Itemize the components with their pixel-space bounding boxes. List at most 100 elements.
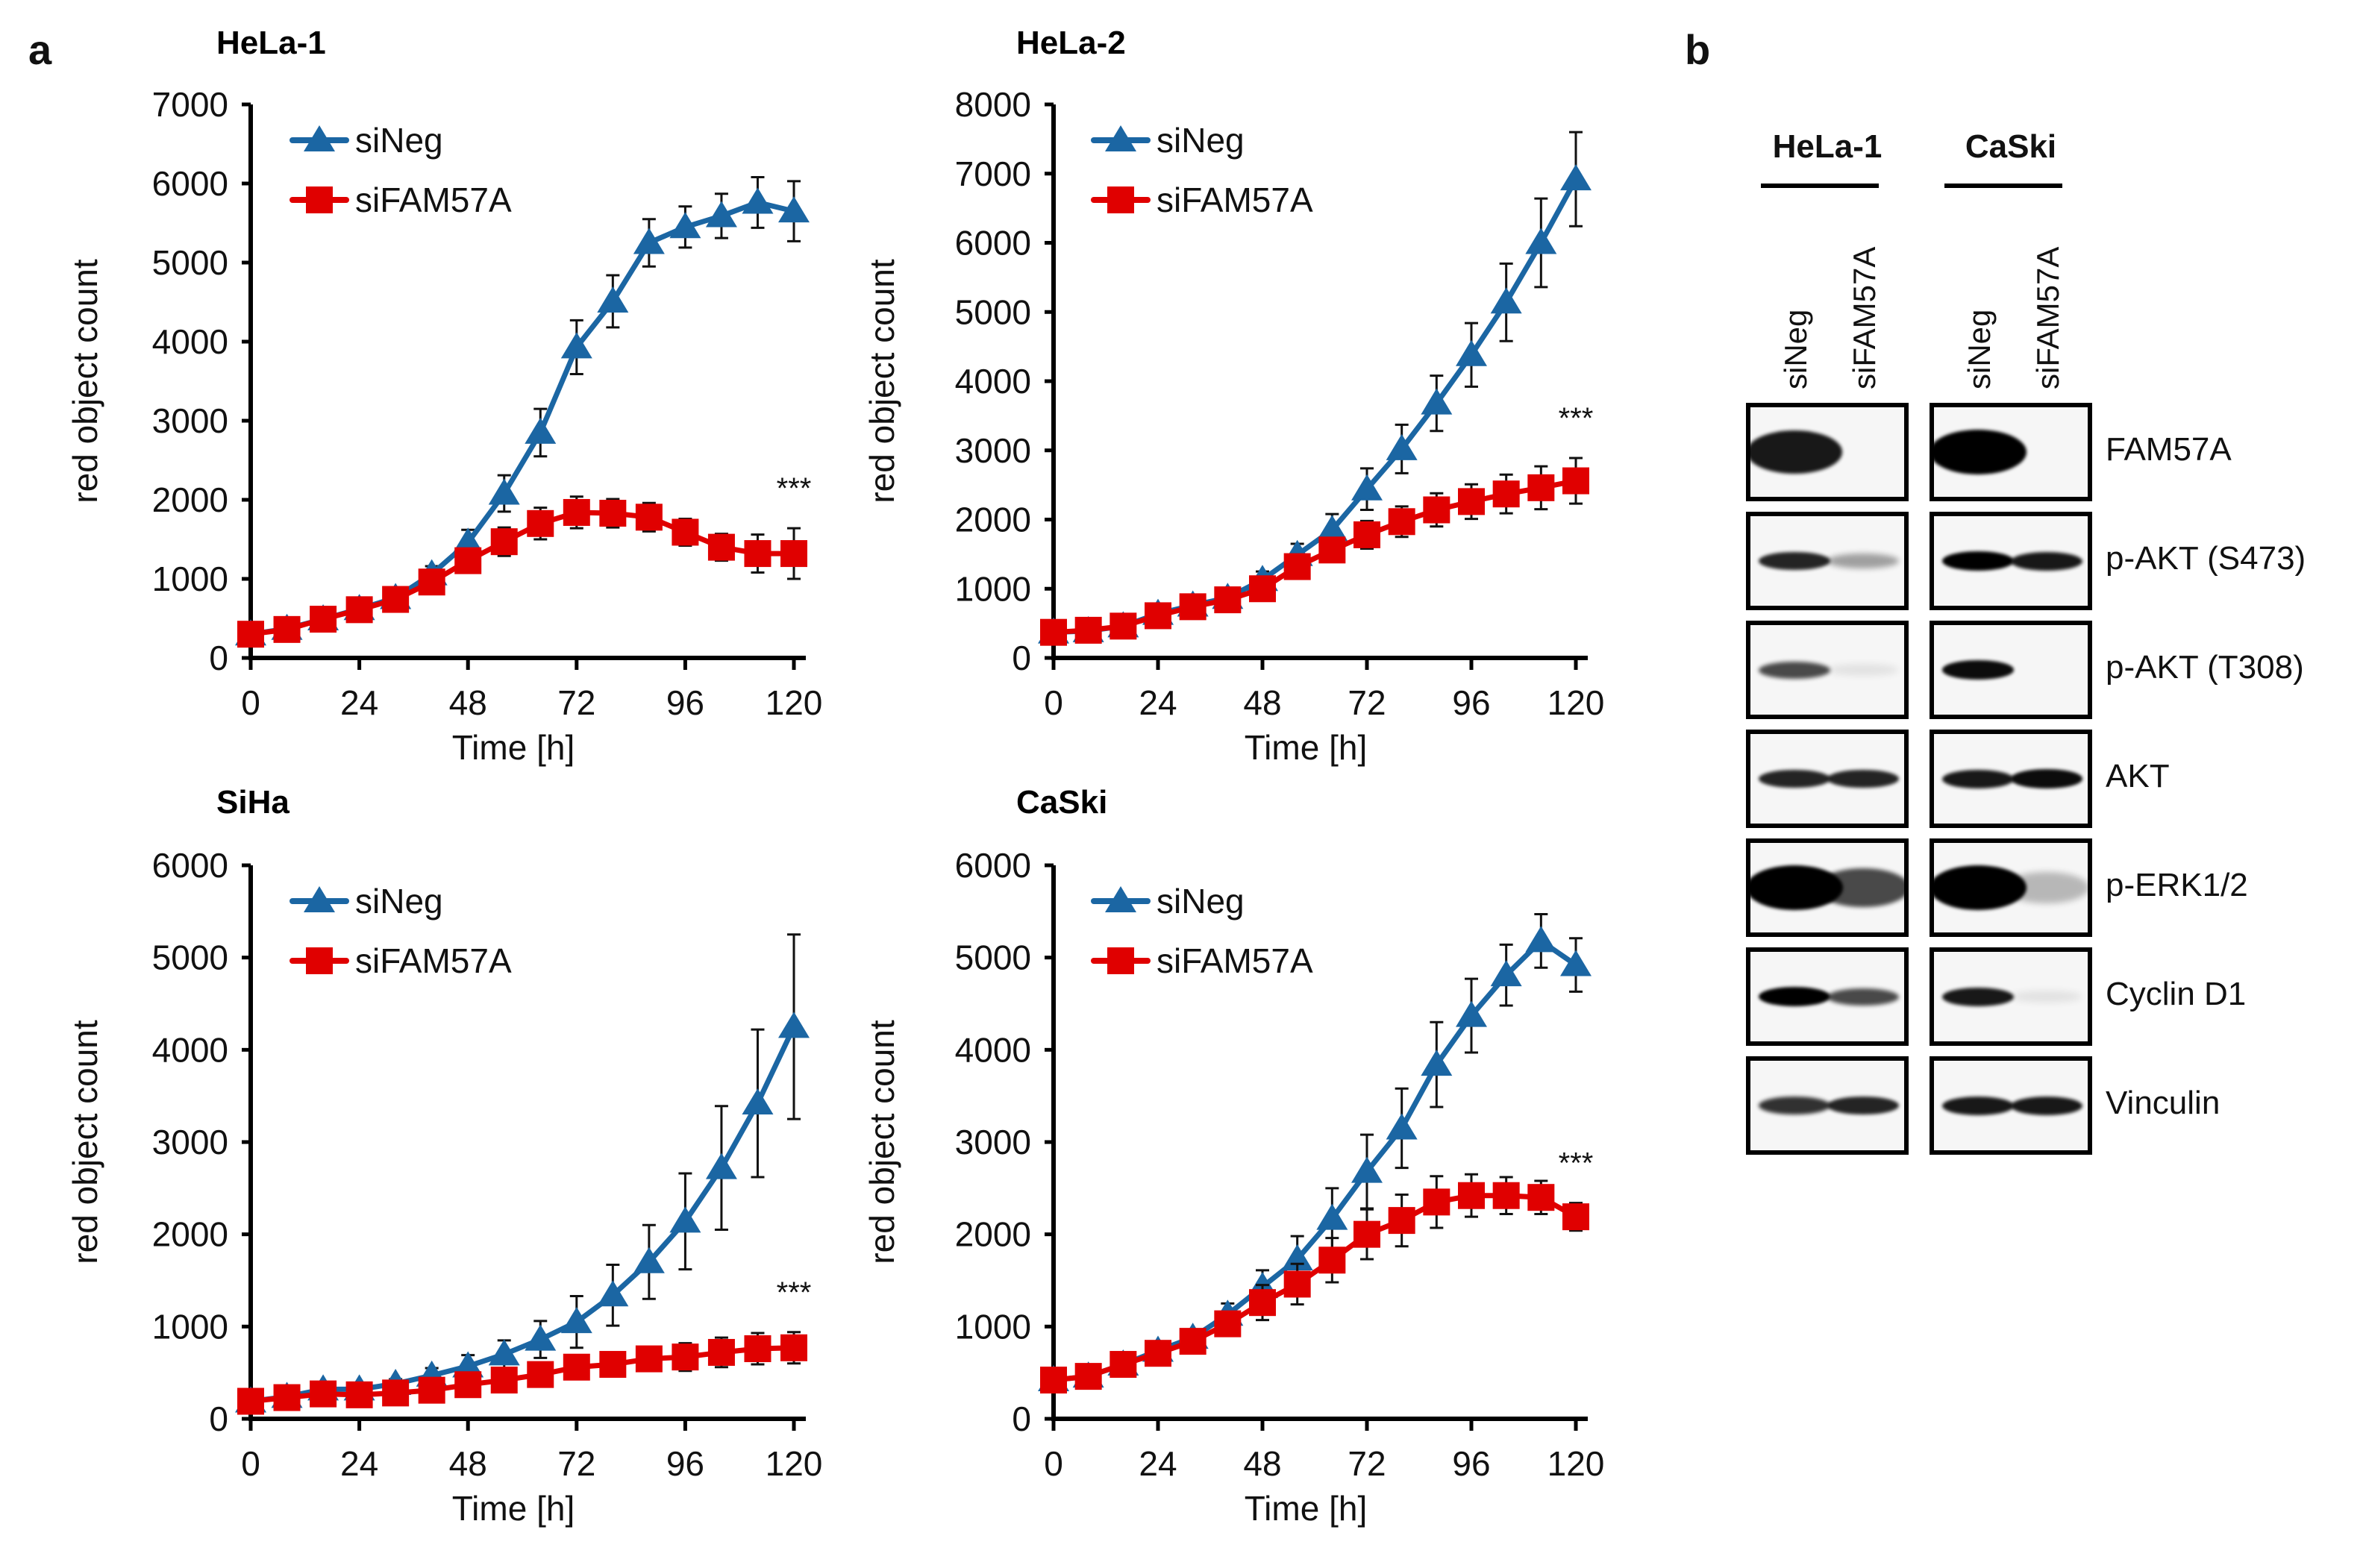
- blot-box: [1746, 403, 1909, 501]
- band: [2010, 990, 2082, 1003]
- band: [2010, 551, 2082, 571]
- y-tick-label: 5000: [152, 938, 228, 977]
- data-point: [1040, 618, 1067, 646]
- data-point: [237, 1387, 264, 1415]
- y-tick-label: 8000: [955, 85, 1031, 124]
- data-point: [1249, 1289, 1276, 1317]
- data-point: [454, 1371, 482, 1399]
- blot-box: [1930, 947, 2092, 1046]
- y-tick-label: 4000: [955, 1030, 1031, 1069]
- x-tick-label: 48: [1243, 1444, 1281, 1483]
- blot-box: [1930, 730, 2092, 828]
- x-axis-label: Time [h]: [452, 728, 575, 767]
- series-siFAM57A: [1040, 1173, 1589, 1394]
- data-point: [1351, 474, 1383, 501]
- data-point: [672, 518, 699, 546]
- y-axis-label: red object count: [66, 259, 104, 504]
- chart-hela-1: HeLa-1 0 1000 2000 3000 4000 5000 6000 7000 0 24 48…: [66, 25, 822, 767]
- series-line: [250, 1025, 797, 1404]
- data-point: [669, 1206, 701, 1233]
- data-point: [669, 212, 701, 239]
- y-tick-label: 4000: [955, 362, 1031, 401]
- data-point: [1490, 960, 1522, 987]
- protein-label: p-AKT (S473): [2106, 540, 2306, 577]
- x-axis-label: Time [h]: [1245, 1489, 1367, 1528]
- protein-label: AKT: [2106, 758, 2170, 794]
- y-axis-label: red object count: [863, 1020, 901, 1264]
- data-point: [635, 1345, 663, 1373]
- data-point: [1283, 553, 1311, 580]
- data-point: [1421, 388, 1453, 415]
- y-tick-label: 3000: [152, 1123, 228, 1161]
- x-tick-label: 72: [1348, 683, 1386, 722]
- x-tick-label: 96: [666, 1444, 704, 1483]
- data-point: [778, 196, 810, 223]
- band: [2010, 1096, 2082, 1115]
- data-point: [1353, 1220, 1380, 1248]
- legend-label: siNeg: [1157, 121, 1245, 160]
- x-tick-label: 72: [557, 683, 595, 722]
- data-point: [1281, 1244, 1313, 1271]
- data-point: [1214, 1310, 1242, 1337]
- x-tick-label: 24: [340, 1444, 378, 1483]
- data-point: [1316, 515, 1348, 542]
- band: [1942, 987, 2015, 1006]
- protein-label: p-AKT (T308): [2106, 649, 2304, 686]
- blot-box: [1930, 512, 2092, 610]
- y-tick-label: 1000: [152, 1307, 228, 1346]
- data-point: [1145, 1340, 1171, 1367]
- band: [1827, 553, 1899, 568]
- y-tick-label: 6000: [152, 846, 228, 885]
- data-point: [1110, 612, 1137, 640]
- data-point: [1179, 1328, 1207, 1355]
- y-tick-label: 5000: [955, 292, 1031, 331]
- series-siNeg: [235, 176, 810, 646]
- chart-title: HeLa-2: [1016, 25, 1126, 61]
- data-point: [1423, 496, 1450, 524]
- data-point: [1388, 508, 1415, 536]
- lane-label: siFAM57A: [1846, 246, 1882, 389]
- protein-label: p-ERK1/2: [2106, 867, 2248, 903]
- series-line: [1053, 478, 1577, 636]
- data-point: [452, 527, 484, 554]
- x-tick-label: 96: [666, 683, 704, 722]
- y-tick-label: 1000: [152, 559, 228, 598]
- y-tick-label: 2000: [955, 501, 1031, 539]
- legend-item-siNeg: siNeg: [290, 882, 443, 921]
- data-point: [1074, 616, 1102, 644]
- data-point: [310, 606, 337, 633]
- legend-marker: [304, 886, 335, 912]
- legend-item-siFAM57A: siFAM57A: [290, 181, 512, 219]
- data-point: [1179, 593, 1207, 621]
- legend-label: siFAM57A: [355, 941, 512, 980]
- y-tick-label: 2000: [152, 1215, 228, 1254]
- data-point: [418, 568, 445, 596]
- x-tick-label: 48: [449, 1444, 487, 1483]
- legend-marker: [306, 186, 333, 213]
- data-point: [1316, 1203, 1348, 1230]
- x-axis-label: Time [h]: [452, 1489, 575, 1528]
- data-point: [1351, 1156, 1383, 1183]
- data-point: [633, 228, 665, 254]
- data-point: [1458, 488, 1485, 515]
- legend-item-siFAM57A: siFAM57A: [290, 941, 512, 980]
- y-tick-label: 3000: [152, 401, 228, 440]
- legend-label: siFAM57A: [1157, 941, 1313, 980]
- x-tick-label: 96: [1452, 1444, 1490, 1483]
- y-tick-label: 5000: [152, 243, 228, 282]
- y-tick-label: 6000: [152, 164, 228, 203]
- data-point: [382, 1379, 410, 1407]
- data-point: [1110, 1351, 1137, 1379]
- significance-annotation: ***: [1559, 402, 1594, 435]
- data-point: [382, 586, 410, 613]
- blot-group-divider: [1944, 184, 2062, 188]
- legend-marker: [1107, 186, 1134, 213]
- blot-group-label: HeLa-1: [1772, 128, 1883, 165]
- x-tick-label: 120: [1547, 1444, 1605, 1483]
- band: [1759, 1097, 1831, 1114]
- significance-annotation: ***: [777, 1276, 812, 1309]
- panel-letter-b: b: [1685, 26, 1711, 73]
- legend-label: siNeg: [1157, 882, 1245, 921]
- data-point: [672, 1343, 699, 1371]
- data-point: [1145, 602, 1171, 630]
